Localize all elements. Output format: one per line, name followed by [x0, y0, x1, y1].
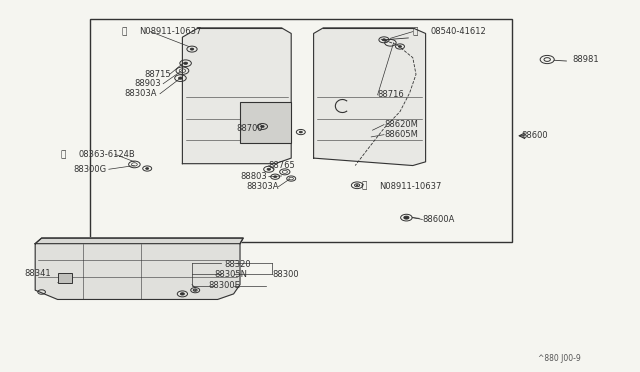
Circle shape [146, 168, 148, 169]
Polygon shape [182, 28, 291, 164]
Text: 88803: 88803 [240, 172, 267, 181]
Text: 88620M: 88620M [384, 120, 418, 129]
Polygon shape [35, 238, 243, 244]
Text: 08540-41612: 08540-41612 [431, 27, 486, 36]
Polygon shape [35, 238, 243, 244]
Circle shape [274, 176, 276, 177]
Text: 88600A: 88600A [422, 215, 455, 224]
Circle shape [195, 290, 196, 291]
Text: 88765: 88765 [269, 161, 296, 170]
Text: 88700: 88700 [237, 124, 264, 133]
Circle shape [184, 62, 188, 64]
Text: 88303A: 88303A [246, 182, 279, 191]
Text: 08363-6124B: 08363-6124B [79, 150, 136, 159]
Text: ^880 J00-9: ^880 J00-9 [538, 354, 580, 363]
Text: 88305N: 88305N [214, 270, 248, 279]
Bar [90, 19, 512, 242]
Circle shape [190, 48, 194, 50]
Circle shape [404, 216, 409, 219]
Circle shape [260, 125, 264, 128]
Circle shape [382, 39, 386, 41]
Bar [240, 102, 291, 143]
Circle shape [300, 131, 302, 133]
Text: 88981: 88981 [573, 55, 600, 64]
Text: N08911-10637: N08911-10637 [380, 182, 442, 190]
Text: 88300G: 88300G [74, 165, 107, 174]
Text: 88605M: 88605M [384, 130, 418, 139]
Text: 88303A: 88303A [125, 89, 157, 98]
Circle shape [356, 185, 358, 186]
Text: 88716: 88716 [378, 90, 404, 99]
Bar [58, 273, 72, 283]
Polygon shape [314, 28, 426, 166]
Circle shape [399, 46, 401, 47]
Circle shape [180, 293, 184, 295]
Polygon shape [35, 244, 240, 299]
Text: Ⓝ: Ⓝ [362, 182, 367, 190]
Text: Ⓝ: Ⓝ [122, 27, 127, 36]
Text: 88715: 88715 [144, 70, 171, 79]
Text: 88903: 88903 [134, 79, 161, 88]
Text: 88300E: 88300E [208, 281, 240, 290]
Text: Ⓢ: Ⓢ [413, 27, 418, 36]
Text: 88320: 88320 [224, 260, 251, 269]
Text: 88600: 88600 [522, 131, 548, 140]
Circle shape [179, 77, 182, 79]
Circle shape [267, 168, 271, 170]
Text: 88341: 88341 [24, 269, 51, 278]
Text: 88300: 88300 [272, 270, 299, 279]
Text: Ⓢ: Ⓢ [61, 150, 66, 159]
Text: N08911-10637: N08911-10637 [140, 27, 202, 36]
